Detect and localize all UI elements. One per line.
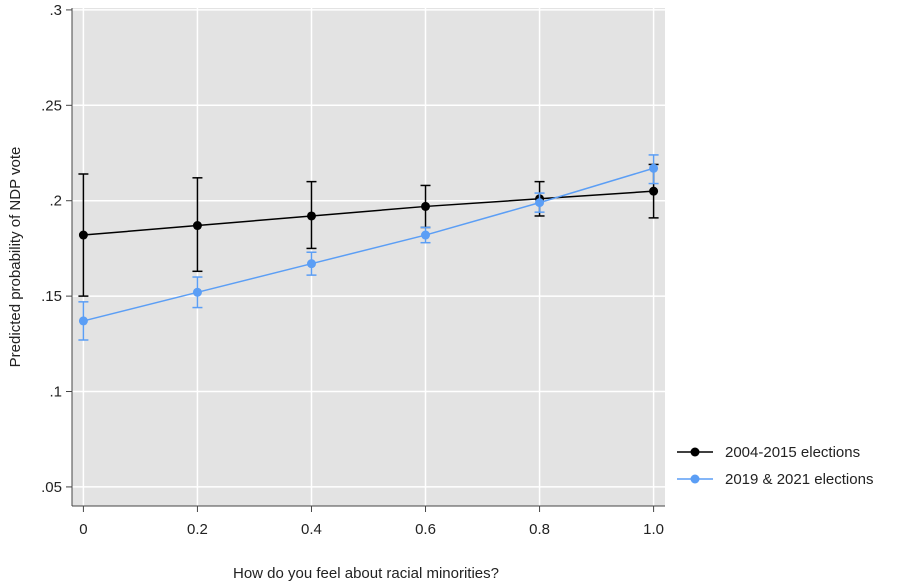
y-tick-label: .15	[41, 288, 62, 305]
x-tick-label: 0.4	[301, 521, 322, 538]
x-axis-ticks: 0 0.2 0.4 0.6 0.8 1.0	[79, 506, 664, 538]
y-axis-label: Predicted probability of NDP vote	[7, 147, 24, 368]
y-tick-label: .25	[41, 97, 62, 114]
x-tick-label: 1.0	[643, 521, 664, 538]
y-tick-label: .05	[41, 479, 62, 496]
data-point	[192, 221, 202, 231]
x-tick-label: 0	[79, 521, 87, 538]
data-point	[78, 316, 88, 326]
data-point	[306, 211, 316, 221]
x-tick-label: 0.6	[415, 521, 436, 538]
series-2	[78, 154, 659, 341]
legend-marker	[690, 447, 700, 457]
x-tick-label: 0.2	[187, 521, 208, 538]
y-axis-ticks: .05 .1 .15 .2 .25 .3	[41, 2, 72, 496]
plot-background	[72, 8, 665, 506]
legend-marker	[690, 474, 700, 484]
y-tick-label: .2	[49, 193, 62, 210]
legend-label: 2004-2015 elections	[725, 444, 860, 461]
y-tick-label: .1	[49, 384, 62, 401]
data-point	[306, 259, 316, 269]
data-point	[535, 198, 545, 208]
legend: 2004-2015 elections 2019 & 2021 elections	[677, 444, 873, 488]
x-axis-label: How do you feel about racial minorities?	[233, 565, 499, 581]
data-point	[649, 163, 659, 173]
data-point	[421, 230, 431, 240]
legend-label: 2019 & 2021 elections	[725, 471, 873, 488]
data-point	[78, 230, 88, 240]
series-line	[83, 167, 654, 322]
series-layer	[78, 154, 659, 341]
data-point	[649, 186, 659, 196]
data-point	[421, 201, 431, 211]
data-point	[192, 287, 202, 297]
x-tick-label: 0.8	[529, 521, 550, 538]
y-tick-label: .3	[49, 2, 62, 19]
